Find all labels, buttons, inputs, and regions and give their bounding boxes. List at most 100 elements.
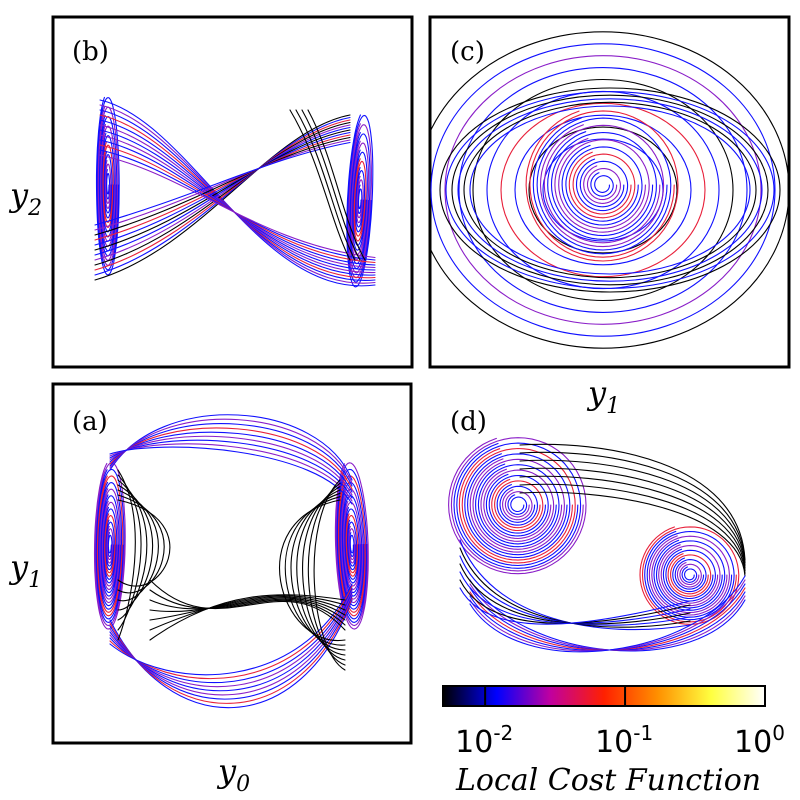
panel-b-trajectory bbox=[94, 96, 376, 288]
panel-b-twist bbox=[94, 129, 351, 251]
panel-a-spiral bbox=[347, 525, 356, 564]
panel-a-black-loop bbox=[278, 499, 346, 641]
panel-b-spiral bbox=[354, 167, 366, 233]
panel-c-spiral bbox=[525, 110, 679, 262]
panel-a-xlabel: y0 bbox=[216, 752, 250, 797]
panel-a-black-crossing bbox=[149, 589, 346, 626]
panel-c-xlabel: y1 bbox=[586, 374, 620, 419]
panel-a-spiral bbox=[343, 507, 360, 584]
panel-a-black-loop bbox=[117, 489, 159, 602]
panel-a-spiral bbox=[99, 494, 120, 597]
panel-a-spiral bbox=[101, 500, 119, 590]
colorbar-ticks: 10-2 10-1 100 bbox=[455, 686, 785, 760]
panel-b-twist bbox=[94, 134, 351, 241]
colorbar-tick-label: 10-2 bbox=[455, 721, 513, 760]
panel-c-label: (c) bbox=[450, 37, 485, 67]
panel-a-label: (a) bbox=[72, 407, 108, 437]
panel-b-twist bbox=[94, 116, 351, 276]
panel-b-twist bbox=[94, 114, 351, 281]
panel-d-spiral bbox=[672, 557, 707, 593]
panel-a: (a) y1 y0 bbox=[8, 382, 413, 797]
panel-c-spiral bbox=[568, 151, 636, 219]
panel-d-spiral bbox=[667, 553, 712, 597]
panel-d-link bbox=[459, 587, 691, 625]
panel-a-black-loop bbox=[117, 494, 165, 594]
panel-c-ring bbox=[528, 126, 678, 254]
panel-b-ylabel: y2 bbox=[8, 176, 42, 221]
panel-d-outer bbox=[469, 575, 746, 653]
panel-a-spiral bbox=[334, 462, 369, 630]
panel-b-spiral bbox=[349, 132, 371, 270]
panel-a-spiral bbox=[345, 513, 359, 577]
panel-b-spiral bbox=[99, 123, 117, 247]
panel-d-trajectory bbox=[448, 437, 746, 653]
panel-a-black-crossing bbox=[149, 579, 346, 631]
panel-c-outer-ring bbox=[463, 101, 757, 279]
panel-a-spiral bbox=[98, 488, 121, 604]
panel-c-spiral bbox=[539, 124, 665, 248]
panel-d-spiral bbox=[653, 539, 726, 611]
panel-a-black-crossing bbox=[149, 594, 346, 641]
panel-d-link bbox=[459, 563, 691, 625]
panel-d-link bbox=[519, 467, 746, 569]
panel-b-spiral bbox=[104, 160, 112, 210]
panel-a-spiral bbox=[96, 475, 124, 617]
panel-d-spiral bbox=[458, 447, 576, 564]
colorbar: 10-2 10-1 100 Local Cost Function bbox=[442, 685, 785, 798]
panel-b-twist bbox=[94, 126, 351, 256]
panel-a-spiral bbox=[336, 468, 368, 623]
panel-c-trajectory bbox=[430, 31, 789, 349]
panel-c-spiral bbox=[583, 165, 621, 204]
panel-a-spiral bbox=[107, 532, 113, 557]
colorbar-gradient bbox=[442, 685, 766, 707]
panel-a-ylabel: y1 bbox=[8, 548, 42, 593]
panel-d-link bbox=[459, 539, 691, 631]
panel-b-spiral bbox=[357, 184, 363, 214]
panel-c-ring bbox=[430, 43, 776, 337]
panel-a-spiral bbox=[349, 532, 355, 557]
panel-b-label: (b) bbox=[72, 37, 109, 67]
panel-c-frame bbox=[428, 15, 791, 369]
panel-c-spiral bbox=[575, 158, 629, 212]
panel-b-spiral bbox=[351, 149, 368, 251]
panel-d-link bbox=[519, 483, 746, 574]
panel-c-spiral bbox=[590, 172, 614, 197]
panel-b-twist bbox=[94, 121, 351, 266]
panel-a-spiral bbox=[95, 468, 125, 623]
panel-c-spiral bbox=[561, 144, 643, 226]
panel-d-spiral bbox=[448, 437, 587, 575]
panel-c-spiral bbox=[554, 137, 650, 233]
panel-b-twist bbox=[94, 139, 351, 231]
panel-b-twist bbox=[94, 136, 351, 236]
panel-d-spiral bbox=[507, 494, 528, 515]
panel-b-black-strand bbox=[307, 109, 366, 261]
panel-c-ring bbox=[486, 90, 720, 290]
panel-c-outer-ring bbox=[439, 87, 781, 293]
panel-d-link bbox=[459, 571, 691, 624]
panel-c-spiral bbox=[547, 131, 657, 240]
panel-a-upper-loop bbox=[109, 446, 353, 505]
panel-b: (b) y2 bbox=[8, 15, 414, 369]
panel-c-ring bbox=[458, 67, 748, 313]
panel-c-outer-ring bbox=[451, 94, 769, 286]
panel-a-spiral bbox=[338, 482, 365, 610]
panel-d-spiral bbox=[681, 566, 698, 583]
panel-a-black-crossing bbox=[149, 597, 346, 616]
panel-a-spiral bbox=[102, 506, 118, 584]
panel-a-lower-loop bbox=[109, 583, 353, 676]
colorbar-title: Local Cost Function bbox=[455, 763, 761, 798]
colorbar-tick-label: 100 bbox=[734, 721, 785, 760]
panel-d-spiral bbox=[475, 463, 560, 548]
panel-d-spiral bbox=[464, 453, 571, 559]
panel-d-link bbox=[519, 475, 746, 572]
panel-b-spiral bbox=[353, 158, 367, 242]
panel-b-spiral bbox=[97, 105, 119, 266]
panel-b-black-strand bbox=[301, 109, 361, 261]
panel-a-spiral bbox=[106, 525, 114, 564]
panel-b-twist bbox=[94, 131, 351, 246]
panel-d-link bbox=[459, 555, 691, 626]
panel-b-black-strand bbox=[295, 109, 356, 261]
panel-a-black-crossing bbox=[149, 595, 346, 631]
panel-b-spiral bbox=[105, 169, 111, 200]
